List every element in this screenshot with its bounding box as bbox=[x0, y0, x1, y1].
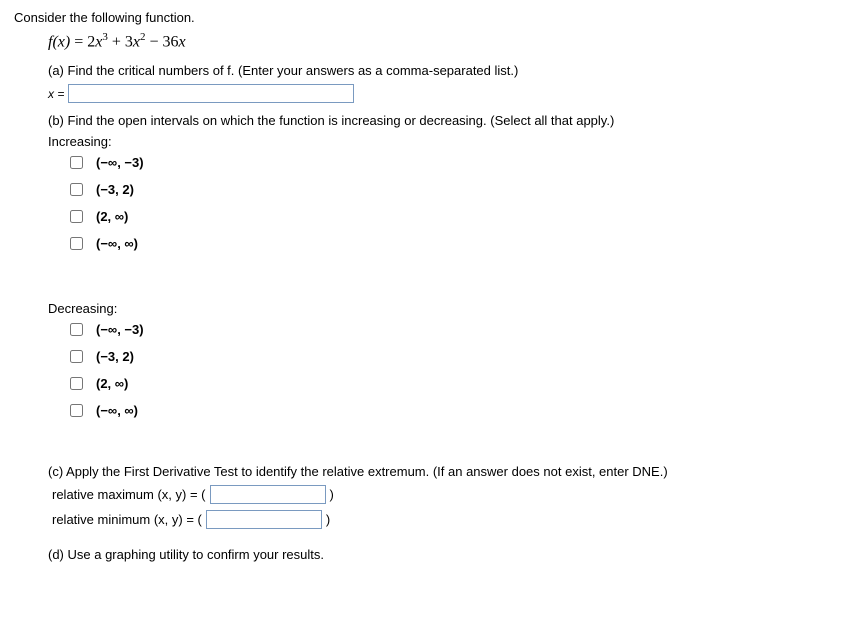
increasing-option-checkbox[interactable] bbox=[70, 156, 83, 169]
interval-label: (−∞, ∞) bbox=[96, 236, 138, 251]
relative-min-input[interactable] bbox=[206, 510, 322, 529]
increasing-label: Increasing: bbox=[48, 134, 828, 149]
decreasing-option-checkbox[interactable] bbox=[70, 377, 83, 390]
increasing-options: (−∞, −3) (−3, 2) (2, ∞) (−∞, ∞) bbox=[66, 153, 828, 253]
part-d-prompt: (d) Use a graphing utility to confirm yo… bbox=[48, 547, 828, 562]
critical-numbers-input[interactable] bbox=[68, 84, 354, 103]
close-paren: ) bbox=[330, 487, 334, 502]
decreasing-option-checkbox[interactable] bbox=[70, 404, 83, 417]
increasing-option-checkbox[interactable] bbox=[70, 183, 83, 196]
interval-label: (2, ∞) bbox=[96, 376, 128, 391]
relative-max-input[interactable] bbox=[210, 485, 326, 504]
question-intro: Consider the following function. bbox=[14, 10, 828, 25]
close-paren: ) bbox=[326, 512, 330, 527]
interval-label: (−∞, −3) bbox=[96, 322, 144, 337]
interval-label: (−3, 2) bbox=[96, 182, 134, 197]
decreasing-option-checkbox[interactable] bbox=[70, 350, 83, 363]
interval-label: (−∞, −3) bbox=[96, 155, 144, 170]
relative-min-label: relative minimum (x, y) = ( bbox=[52, 512, 202, 527]
part-a-prompt: (a) Find the critical numbers of f. (Ent… bbox=[48, 63, 828, 78]
x-equals-label: x = bbox=[48, 87, 64, 101]
interval-label: (2, ∞) bbox=[96, 209, 128, 224]
decreasing-label: Decreasing: bbox=[48, 301, 828, 316]
increasing-option-checkbox[interactable] bbox=[70, 237, 83, 250]
decreasing-option-checkbox[interactable] bbox=[70, 323, 83, 336]
interval-label: (−∞, ∞) bbox=[96, 403, 138, 418]
part-c-prompt: (c) Apply the First Derivative Test to i… bbox=[48, 464, 828, 479]
interval-label: (−3, 2) bbox=[96, 349, 134, 364]
increasing-option-checkbox[interactable] bbox=[70, 210, 83, 223]
relative-max-label: relative maximum (x, y) = ( bbox=[52, 487, 206, 502]
decreasing-options: (−∞, −3) (−3, 2) (2, ∞) (−∞, ∞) bbox=[66, 320, 828, 420]
function-formula: f(x) = 2x3 + 3x2 − 36x bbox=[48, 31, 828, 51]
part-b-prompt: (b) Find the open intervals on which the… bbox=[48, 113, 828, 128]
